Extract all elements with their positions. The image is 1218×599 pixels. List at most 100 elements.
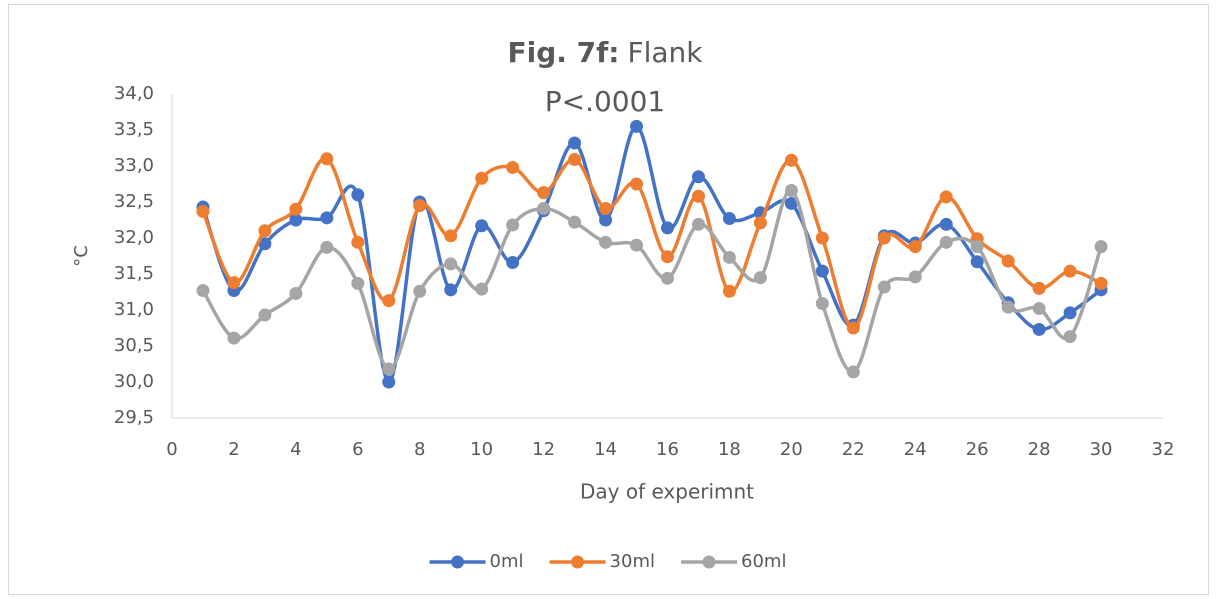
x-tick-label: 16	[656, 439, 679, 460]
data-point	[661, 250, 674, 264]
data-point	[351, 188, 365, 202]
data-point	[877, 280, 891, 294]
legend-marker	[451, 555, 465, 569]
data-point	[970, 240, 984, 254]
x-tick-label: 12	[532, 439, 555, 460]
y-tick-label: 31,0	[114, 299, 154, 320]
data-point	[908, 240, 922, 254]
data-point	[475, 282, 489, 296]
title-label: Fig. 7f:	[507, 36, 619, 69]
data-point	[506, 255, 520, 269]
y-tick-label: 30,5	[114, 335, 154, 356]
data-point	[444, 283, 458, 297]
data-point	[661, 271, 674, 285]
data-point	[691, 189, 705, 203]
y-axis-label: °C	[71, 245, 92, 267]
data-point	[413, 199, 427, 213]
legend-marker	[571, 555, 585, 569]
data-point	[568, 153, 582, 167]
x-tick-label: 4	[290, 439, 301, 460]
data-point	[939, 217, 953, 231]
data-point	[227, 276, 241, 290]
legend-label: 30ml	[610, 551, 655, 572]
data-point	[258, 308, 272, 322]
y-tick-label: 29,5	[114, 407, 154, 428]
data-point	[630, 177, 644, 191]
series-line	[201, 156, 1102, 330]
data-point	[599, 235, 613, 249]
data-point	[382, 362, 396, 376]
y-tick-label: 34,0	[114, 83, 154, 104]
data-point	[351, 276, 365, 290]
data-point	[1063, 264, 1077, 278]
y-tick-label: 33,5	[114, 119, 154, 140]
data-point	[258, 224, 272, 238]
data-point	[320, 240, 334, 254]
chart-title-line: Fig. 7f: Flank	[507, 36, 703, 69]
data-point	[939, 235, 953, 249]
data-point	[815, 231, 829, 245]
data-point	[599, 201, 613, 215]
data-point	[630, 119, 644, 133]
data-point	[815, 297, 829, 311]
data-point	[1001, 254, 1015, 268]
data-point	[1032, 322, 1046, 336]
x-tick-label: 30	[1090, 439, 1113, 460]
data-point	[227, 331, 241, 345]
data-point	[1032, 302, 1046, 316]
data-point	[475, 219, 489, 233]
x-tick-label: 24	[904, 439, 927, 460]
legend-marker	[702, 555, 716, 569]
data-point	[537, 201, 551, 215]
chart-subtitle: P<.0001	[545, 85, 666, 118]
data-point	[846, 365, 860, 379]
data-point	[784, 153, 798, 167]
data-point	[196, 204, 210, 218]
data-point	[1063, 330, 1077, 344]
x-tick-label: 28	[1028, 439, 1051, 460]
data-point	[877, 231, 891, 245]
data-point	[320, 211, 334, 225]
data-point	[537, 186, 551, 200]
data-point	[289, 213, 303, 227]
x-tick-label: 20	[780, 439, 803, 460]
x-tick-label: 8	[414, 439, 425, 460]
x-tick-label: 10	[470, 439, 493, 460]
data-point	[506, 160, 520, 174]
data-point	[630, 238, 644, 252]
data-point	[196, 284, 210, 298]
x-tick-label: 0	[166, 439, 177, 460]
data-point	[289, 286, 303, 300]
data-point	[289, 202, 303, 216]
x-tick-label: 32	[1152, 439, 1175, 460]
y-tick-label: 32,5	[114, 191, 154, 212]
data-point	[722, 284, 736, 298]
data-point	[1094, 240, 1108, 254]
data-point	[475, 171, 489, 185]
legend-label: 0ml	[490, 551, 524, 572]
x-tick-label: 22	[842, 439, 865, 460]
data-point	[382, 375, 396, 389]
data-point	[351, 235, 365, 249]
data-point	[691, 170, 705, 184]
data-point	[691, 217, 705, 231]
data-point	[846, 321, 860, 335]
chart-title: Flank	[628, 36, 704, 69]
data-point	[784, 183, 798, 197]
x-tick-label: 26	[966, 439, 989, 460]
data-point	[599, 213, 613, 227]
data-point	[413, 284, 427, 298]
data-point	[753, 271, 767, 285]
data-point	[1001, 300, 1015, 314]
data-point	[815, 264, 829, 278]
data-point	[568, 215, 582, 229]
data-point	[1032, 281, 1046, 295]
data-point	[506, 218, 520, 232]
data-point	[320, 152, 334, 166]
data-point	[568, 136, 582, 150]
x-tick-label: 2	[228, 439, 239, 460]
data-point	[1063, 306, 1077, 320]
data-point	[753, 216, 767, 230]
